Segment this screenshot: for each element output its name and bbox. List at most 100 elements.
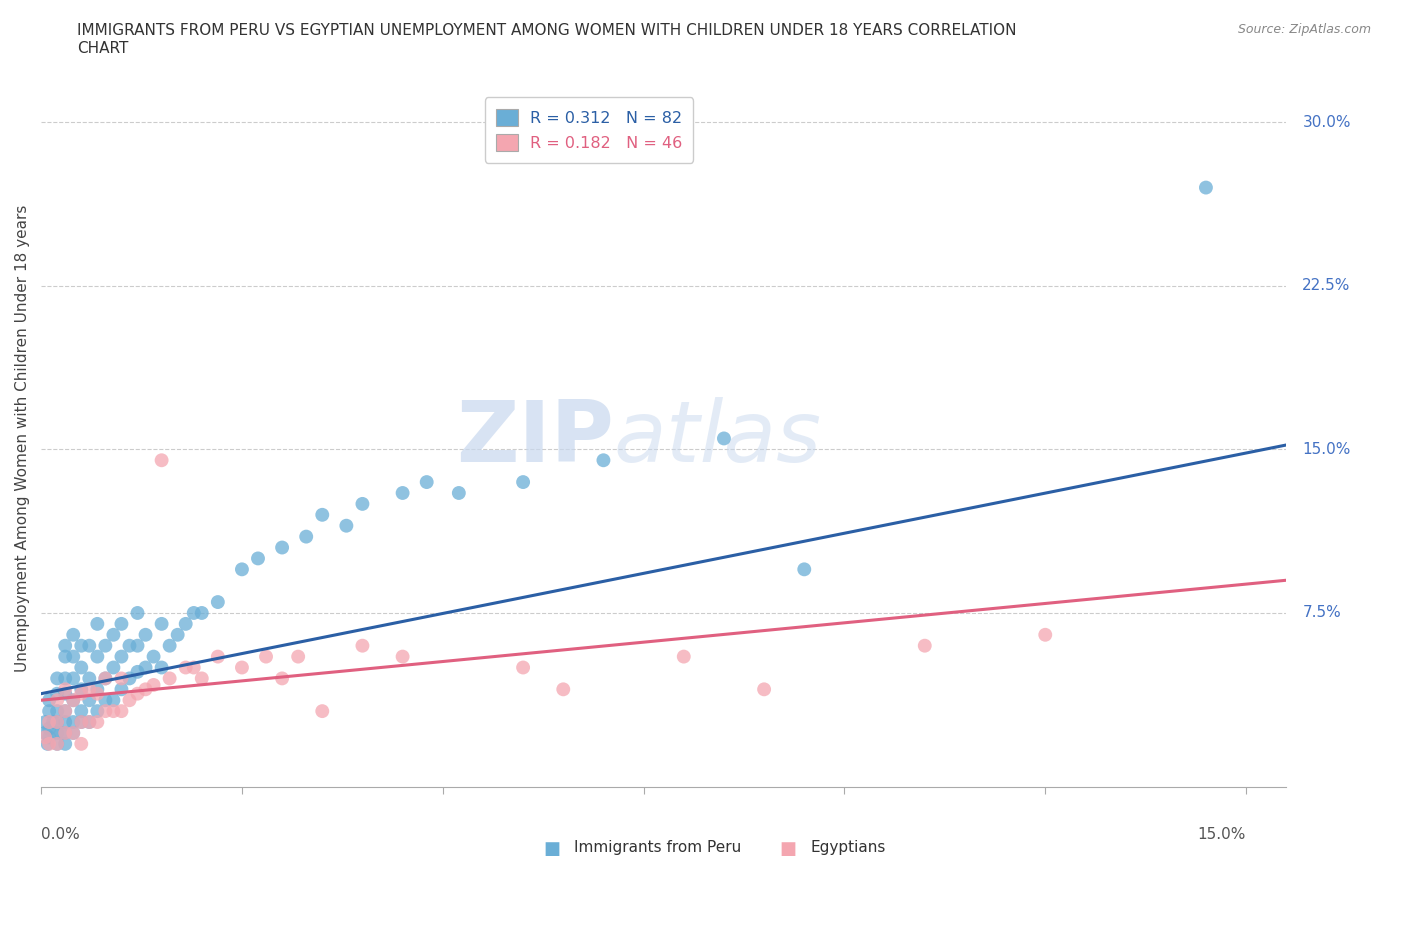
Point [79,638,101,653]
Point [46,714,69,729]
Point [94,693,117,708]
Point [103,704,125,719]
Point [118,638,141,653]
Point [38,704,60,719]
Point [713,431,735,445]
Point [94,704,117,719]
Point [94,671,117,685]
Point [34,730,56,745]
Point [34,725,56,740]
Point [295,529,318,544]
Point [62,671,84,685]
Text: Source: ZipAtlas.com: Source: ZipAtlas.com [1237,23,1371,36]
Text: 15.0%: 15.0% [1198,827,1246,842]
Point [46,737,69,751]
Point [62,693,84,708]
Point [94,671,117,685]
Point [34,714,56,729]
Point [70,660,93,675]
Point [86,686,108,701]
Point [166,628,188,643]
Point [335,518,357,533]
Point [53,704,76,719]
Text: IMMIGRANTS FROM PERU VS EGYPTIAN UNEMPLOYMENT AMONG WOMEN WITH CHILDREN UNDER 18: IMMIGRANTS FROM PERU VS EGYPTIAN UNEMPLO… [77,23,1017,56]
Text: 7.5%: 7.5% [1302,605,1341,620]
Point [103,660,125,675]
Point [110,704,132,719]
Point [159,638,181,653]
Point [42,714,65,729]
Point [127,664,149,679]
Point [553,682,575,697]
Point [311,704,333,719]
Point [110,682,132,697]
Point [135,628,157,643]
Point [254,649,277,664]
Text: ■: ■ [543,840,560,857]
Point [70,714,93,729]
Point [191,671,214,685]
Point [53,737,76,751]
Point [62,714,84,729]
Point [391,649,413,664]
Point [914,638,936,653]
Text: ZIP: ZIP [456,397,614,480]
Point [62,725,84,740]
Point [46,686,69,701]
Text: 0.0%: 0.0% [41,827,80,842]
Text: 15.0%: 15.0% [1302,442,1351,457]
Point [46,671,69,685]
Point [391,485,413,500]
Point [271,671,294,685]
Point [103,693,125,708]
Point [79,682,101,697]
Point [183,605,205,620]
Point [46,693,69,708]
Point [79,671,101,685]
Point [37,737,59,751]
Point [135,682,157,697]
Point [352,638,374,653]
Point [110,649,132,664]
Point [70,682,93,697]
Point [53,704,76,719]
Point [231,562,253,577]
Point [207,649,229,664]
Point [46,714,69,729]
Point [62,693,84,708]
Point [142,649,165,664]
Point [86,682,108,697]
Point [94,638,117,653]
Point [1033,628,1056,643]
Point [447,485,470,500]
Point [86,617,108,631]
Y-axis label: Unemployment Among Women with Children Under 18 years: Unemployment Among Women with Children U… [15,205,30,672]
Point [103,628,125,643]
Point [352,497,374,512]
Text: 22.5%: 22.5% [1302,278,1351,293]
Point [207,594,229,609]
Point [512,660,534,675]
Point [752,682,775,697]
Text: Immigrants from Peru: Immigrants from Peru [574,840,741,855]
Point [127,638,149,653]
Point [79,714,101,729]
Point [174,660,197,675]
Point [135,660,157,675]
Point [415,474,437,489]
Point [79,693,101,708]
Point [672,649,695,664]
Point [793,562,815,577]
Point [247,551,270,565]
Point [53,725,76,740]
Point [46,704,69,719]
Point [159,671,181,685]
Point [1195,180,1218,195]
Point [86,704,108,719]
Point [70,686,93,701]
Point [512,474,534,489]
Point [79,714,101,729]
Legend: R = 0.312   N = 82, R = 0.182   N = 46: R = 0.312 N = 82, R = 0.182 N = 46 [485,98,693,163]
Text: ■: ■ [780,840,797,857]
Text: 30.0%: 30.0% [1302,114,1351,129]
